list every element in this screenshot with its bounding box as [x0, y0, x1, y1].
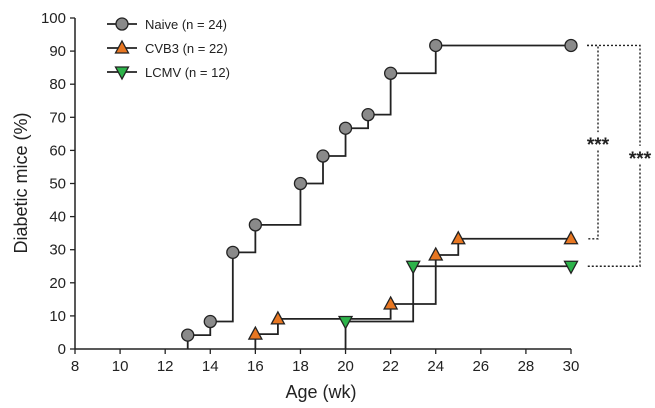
y-tick-label: 10: [49, 308, 66, 325]
marker-naive: [383, 66, 398, 80]
x-tick-label: 20: [337, 358, 354, 375]
x-tick-label: 28: [518, 358, 535, 375]
marker-naive: [293, 176, 308, 191]
y-tick-label: 0: [58, 341, 66, 358]
x-tick-label: 10: [112, 358, 129, 375]
y-tick-label: 30: [49, 242, 66, 259]
marker-naive: [248, 218, 263, 232]
x-tick-label: 26: [472, 358, 489, 375]
y-axis-title: Diabetic mice (%): [11, 112, 31, 253]
axes: 8 10 12 14 16 18 20 22 24 26 28 30 0 10 20 30 40 50 60 70 80…: [41, 10, 579, 375]
y-tick-label: 50: [49, 176, 66, 193]
marker-naive: [338, 121, 353, 135]
marker-cvb3: [247, 325, 263, 340]
significance-label: ***: [587, 135, 610, 156]
marker-naive: [316, 149, 330, 163]
x-tick-label: 30: [563, 358, 580, 375]
series-line-naive: [186, 44, 571, 349]
y-tick-label: 20: [49, 275, 66, 292]
marker-naive: [361, 108, 375, 122]
y-tick-label: 60: [49, 142, 66, 159]
marker-lcmv: [405, 260, 421, 275]
significance-brackets: *** ***: [582, 44, 655, 267]
legend-marker-cvb3: [114, 39, 130, 54]
marker-naive: [429, 38, 443, 53]
legend-marker-naive: [115, 17, 129, 31]
marker-cvb3: [563, 230, 579, 245]
significance-bracket: [587, 44, 641, 267]
marker-cvb3: [450, 230, 466, 245]
significance-label: ***: [629, 149, 652, 170]
significance-label-bg: [624, 145, 655, 164]
y-tick-label: 100: [41, 10, 66, 27]
marker-cvb3: [428, 246, 444, 261]
x-tick-label: 12: [157, 358, 174, 375]
significance-label-bg: [582, 132, 614, 151]
marker-naive: [203, 314, 217, 329]
series-markers: [181, 38, 579, 342]
legend-label: Naive (n = 24): [145, 17, 227, 32]
y-tick-label: 70: [49, 109, 66, 126]
x-tick-label: 24: [427, 358, 444, 375]
legend: Naive (n = 24) CVB3 (n = 22) LCMV (n = 12): [107, 17, 230, 81]
x-tick-label: 14: [202, 358, 219, 375]
legend-marker-lcmv: [114, 66, 130, 81]
x-tick-label: 16: [247, 358, 264, 375]
series-line-lcmv: [344, 265, 571, 349]
x-tick-label: 8: [71, 358, 79, 375]
x-tick-label: 18: [292, 358, 309, 375]
y-tick-label: 80: [49, 76, 66, 93]
marker-naive: [181, 328, 195, 342]
marker-cvb3: [383, 295, 399, 310]
x-axis-title: Age (wk): [285, 382, 356, 402]
marker-cvb3: [270, 310, 286, 325]
series-lines: [186, 44, 571, 349]
y-tick-label: 90: [49, 43, 66, 60]
marker-naive: [226, 245, 240, 259]
marker-lcmv: [337, 315, 354, 330]
x-tick-label: 22: [382, 358, 399, 375]
marker-lcmv: [563, 260, 579, 275]
marker-naive: [564, 38, 578, 53]
legend-label: CVB3 (n = 22): [145, 41, 228, 56]
y-tick-label: 40: [49, 209, 66, 226]
legend-label: LCMV (n = 12): [145, 65, 230, 80]
